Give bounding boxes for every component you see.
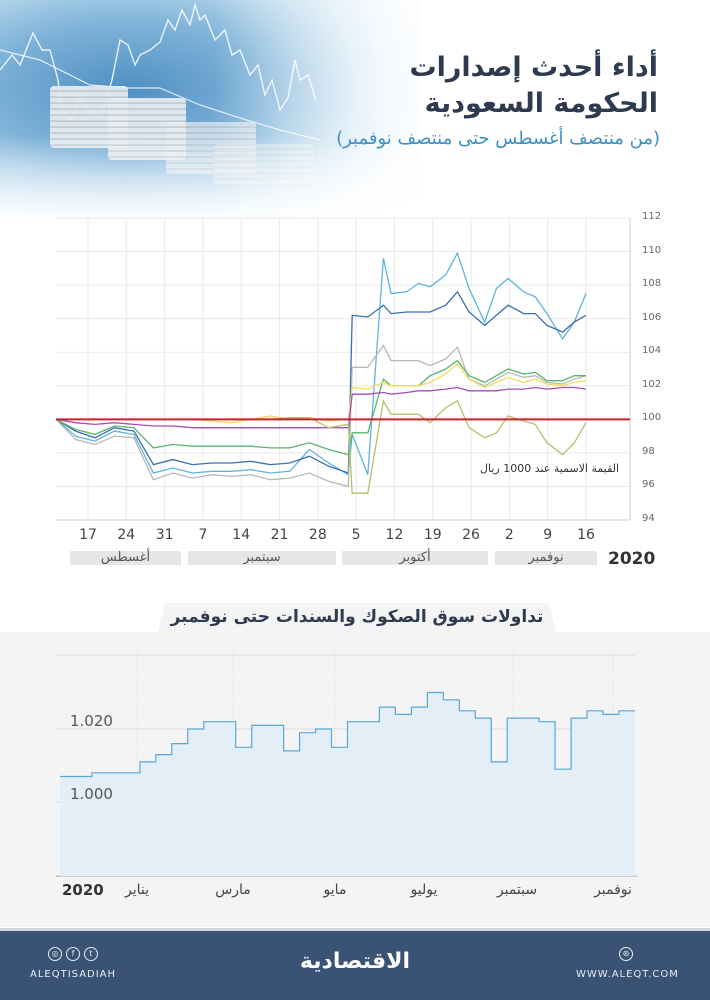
website-link[interactable]: WWW.ALEQT.COM	[576, 969, 679, 980]
x-tick-july: يوليو	[410, 882, 438, 898]
x-tick-label: 9	[543, 527, 553, 543]
facebook-icon[interactable]: f	[66, 947, 80, 961]
y-tick-label: 98	[642, 445, 655, 457]
globe-icon: ⊛	[619, 947, 633, 961]
par-value-annotation: القيمة الاسمية عند 1000 ريال	[480, 462, 620, 475]
x-tick-label: 26	[462, 527, 480, 543]
x-tick-label: 7	[198, 527, 208, 543]
month-band: نوفمبر	[495, 551, 597, 565]
x-tick-label: 31	[155, 527, 174, 543]
x-tick-label: 2	[504, 527, 514, 543]
series-line-issue-6-purple	[55, 386, 587, 429]
month-band: أكتوبر	[342, 551, 488, 565]
series-line-issue-4-green	[55, 359, 586, 456]
y-tick-label: 110	[642, 244, 662, 256]
y-tick-1000: 1.000	[70, 785, 113, 803]
x-tick-september: سبتمبر	[496, 882, 538, 898]
page-subtitle: (من منتصف أغسطس حتى منتصف نوفمبر)	[336, 128, 660, 149]
x-tick-may: مايو	[323, 882, 347, 898]
section-title: تداولات سوق الصكوك والسندات حتى نوفمبر	[170, 607, 544, 627]
x-tick-label: 14	[232, 527, 251, 543]
month-band: أغسطس	[70, 551, 181, 565]
x-tick-january: يناير	[124, 882, 150, 898]
x-tick-label: 21	[270, 527, 289, 543]
page-title: أداء أحدث إصدارات الحكومة السعودية	[409, 50, 658, 122]
y-tick-1020: 1.020	[70, 712, 113, 730]
instagram-icon[interactable]: ◎	[48, 947, 62, 961]
x-tick-label: 17	[79, 527, 97, 543]
hero-fade-overlay	[0, 0, 710, 225]
issuance-performance-chart: 94 96 98 100 102 104 106 108 110 112 17 24 31 7 14 21 2…	[0, 205, 710, 585]
section-tab: تداولات سوق الصكوك والسندات حتى نوفمبر	[157, 603, 557, 635]
x-tick-label: 16	[577, 527, 595, 543]
y-tick-label: 96	[642, 479, 655, 491]
series-line-issue-1-light-blue	[55, 251, 587, 476]
year-label-2: 2020	[62, 881, 104, 899]
social-handle[interactable]: ALEQTISADIAH	[30, 969, 117, 980]
y-tick-label: 112	[642, 211, 662, 222]
twitter-icon[interactable]: t	[84, 947, 98, 961]
y-tick-label: 104	[642, 345, 662, 357]
x-tick-label: 12	[385, 527, 404, 543]
brand-logo: الاقتصادية	[299, 949, 411, 974]
y-tick-label: 102	[642, 378, 662, 390]
area-fill	[60, 692, 635, 876]
sukuk-bonds-area-chart	[56, 647, 637, 877]
social-icons: ◎ f t	[48, 947, 98, 961]
title-line-2: الحكومة السعودية	[424, 88, 658, 119]
x-tick-march: مارس	[215, 882, 251, 898]
x-tick-november: نوفمبر	[594, 882, 632, 898]
footer: ◎ f t ALEQTISADIAH الاقتصادية ⊛ WWW.ALEQ…	[0, 928, 710, 1000]
month-band: سبتمبر	[188, 551, 336, 565]
issuance-performance-plot	[55, 217, 631, 521]
y-tick-label: 94	[642, 513, 655, 524]
series-line-issue-3-gray	[55, 344, 587, 488]
y-tick-label: 106	[642, 311, 662, 323]
title-line-1: أداء أحدث إصدارات	[409, 52, 658, 83]
year-label: 2020	[608, 549, 656, 569]
series-line-issue-2-dark-blue	[55, 290, 587, 474]
x-tick-label: 24	[117, 527, 136, 543]
area-line	[60, 691, 635, 778]
x-tick-label: 5	[351, 527, 361, 543]
hero-banner: أداء أحدث إصدارات الحكومة السعودية (من م…	[0, 0, 710, 225]
y-tick-label: 108	[642, 278, 662, 290]
y-tick-label: 100	[642, 412, 662, 424]
x-tick-label: 19	[423, 527, 442, 543]
x-tick-label: 28	[308, 527, 327, 543]
